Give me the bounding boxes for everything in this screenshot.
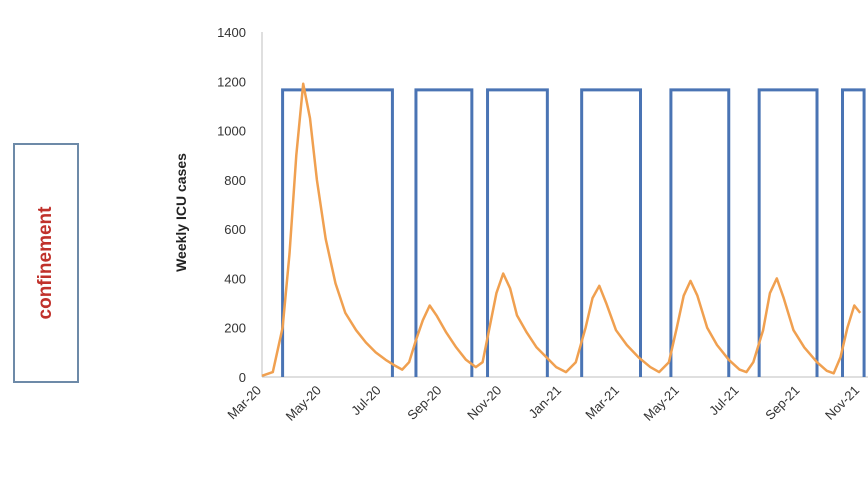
icu-cases-series-line (261, 82, 862, 377)
y-tick-label: 0 (239, 370, 246, 385)
confinement-legend-box: confinement (13, 143, 79, 383)
confinement-period (281, 88, 394, 377)
x-tick-label: Sep-21 (762, 383, 802, 423)
y-axis-title: Weekly ICU cases (173, 153, 189, 272)
confinement-period (841, 88, 866, 377)
y-tick-label: 200 (224, 321, 246, 336)
confinement-period (486, 88, 549, 377)
y-tick-label: 600 (224, 222, 246, 237)
y-tick-label: 1000 (217, 124, 246, 139)
x-tick-label: Mar-21 (582, 383, 622, 423)
x-tick-label: Jan-21 (525, 383, 564, 422)
confinement-period (669, 88, 731, 377)
x-tick-label: Jul-21 (706, 383, 742, 419)
y-axis-ticks: 0 200 400 600 800 1000 1200 1400 (217, 25, 246, 385)
x-tick-label: Mar-20 (224, 383, 264, 423)
x-tick-label: Nov-21 (822, 383, 862, 423)
confinement-periods (281, 88, 866, 377)
confinement-period (757, 88, 819, 377)
x-tick-label: Sep-20 (404, 383, 444, 423)
x-axis-ticks: Mar-20 May-20 Jul-20 Sep-20 Nov-20 Jan-21 Mar-… (224, 383, 862, 424)
x-tick-label: Nov-20 (464, 383, 504, 423)
x-tick-label: Jul-20 (348, 383, 384, 419)
x-tick-label: May-20 (283, 383, 324, 424)
y-tick-label: 800 (224, 173, 246, 188)
confinement-period (414, 88, 474, 377)
x-tick-label: May-21 (641, 383, 682, 424)
y-tick-label: 400 (224, 271, 246, 286)
confinement-period (580, 88, 643, 377)
y-tick-label: 1400 (217, 25, 246, 40)
y-tick-label: 1200 (217, 74, 246, 89)
